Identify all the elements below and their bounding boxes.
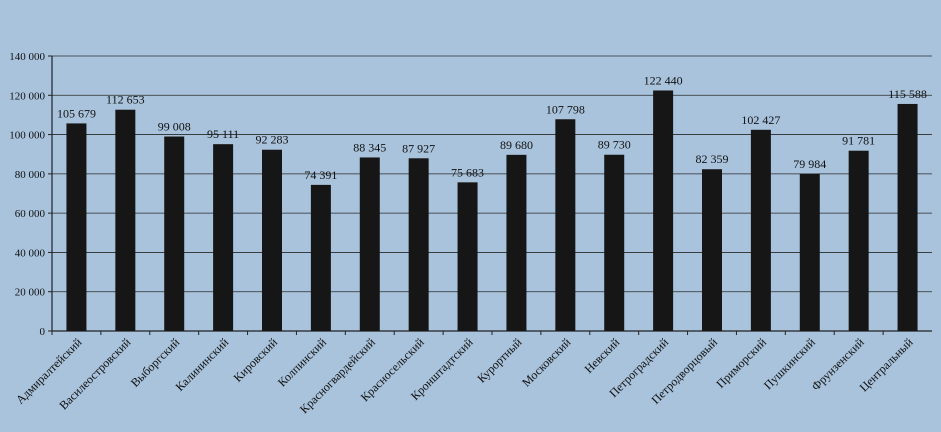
category-label: Калининский [173, 335, 232, 394]
bars [51, 90, 918, 335]
y-tick-label: 140 000 [9, 51, 45, 63]
bar [408, 158, 429, 331]
data-label: 92 283 [256, 133, 289, 147]
category-label: Курортный [474, 335, 525, 386]
y-axis: 0 20 000 40 000 60 000 80 000 100 000 120 000 1… [9, 51, 53, 338]
data-label: 105 679 [57, 106, 96, 120]
y-tick-label: 60 000 [15, 208, 46, 220]
data-label: 91 781 [842, 134, 875, 148]
data-labels: 105 679 112 653 99 008 95 111 92 283 74 391 88… [57, 73, 927, 181]
data-label: 99 008 [158, 120, 191, 134]
bar [115, 109, 136, 332]
y-tick-label: 20 000 [15, 287, 46, 299]
bar [799, 173, 820, 331]
y-tick-label: 100 000 [9, 130, 45, 142]
category-label: Кировский [231, 335, 281, 385]
bar [262, 149, 282, 331]
data-label: 74 391 [304, 168, 337, 182]
y-tick-label: 40 000 [15, 247, 46, 259]
bar [702, 169, 722, 331]
bar [506, 154, 527, 331]
data-label: 87 927 [402, 141, 435, 155]
data-label: 82 359 [696, 152, 729, 166]
bar [310, 184, 331, 331]
data-label: 122 440 [644, 73, 683, 87]
category-label: Невский [582, 335, 623, 376]
data-label: 89 730 [598, 138, 631, 152]
data-label: 112 653 [106, 93, 145, 107]
bar [457, 182, 478, 331]
y-tick-label: 120 000 [9, 90, 45, 102]
bar [359, 157, 380, 331]
category-label: Московский [519, 335, 574, 390]
bar [750, 129, 771, 331]
category-label: Центральный [857, 335, 917, 395]
y-tick-label: 80 000 [15, 169, 46, 181]
data-label: 95 111 [207, 127, 239, 141]
y-tick-label: 0 [40, 326, 46, 338]
bar [66, 123, 87, 331]
bar [164, 136, 185, 331]
data-label: 102 427 [741, 113, 780, 127]
data-label: 75 683 [451, 165, 484, 179]
bar [848, 150, 869, 331]
bar [653, 90, 674, 331]
data-label: 88 345 [353, 140, 386, 154]
bar [897, 103, 918, 331]
bar [213, 144, 234, 331]
bar [555, 119, 576, 331]
data-label: 115 588 [888, 87, 927, 101]
data-label: 79 984 [793, 157, 826, 171]
category-labels: АдмиралтейскийВасилеостровскийВыборгский… [13, 335, 916, 416]
data-label: 89 680 [500, 138, 533, 152]
data-label: 107 798 [546, 102, 585, 116]
bar [604, 154, 625, 331]
